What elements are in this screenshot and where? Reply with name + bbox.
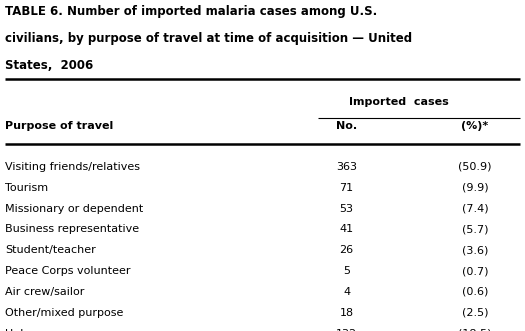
Text: Missionary or dependent: Missionary or dependent [5, 204, 143, 213]
Text: 18: 18 [340, 308, 353, 318]
Text: TABLE 6. Number of imported malaria cases among U.S.: TABLE 6. Number of imported malaria case… [5, 5, 377, 18]
Text: Air crew/sailor: Air crew/sailor [5, 287, 85, 297]
Text: Tourism: Tourism [5, 183, 48, 193]
Text: 53: 53 [340, 204, 353, 213]
Text: (7.4): (7.4) [462, 204, 488, 213]
Text: (9.9): (9.9) [462, 183, 488, 193]
Text: 5: 5 [343, 266, 350, 276]
Text: 26: 26 [340, 245, 353, 255]
Text: No.: No. [336, 121, 357, 131]
Text: Unknown: Unknown [5, 329, 57, 331]
Text: 41: 41 [340, 224, 353, 234]
Text: Purpose of travel: Purpose of travel [5, 121, 113, 131]
Text: 132: 132 [336, 329, 357, 331]
Text: (3.6): (3.6) [462, 245, 488, 255]
Text: (%)*: (%)* [461, 121, 489, 131]
Text: Student/teacher: Student/teacher [5, 245, 96, 255]
Text: (18.5): (18.5) [458, 329, 492, 331]
Text: Imported  cases: Imported cases [349, 97, 449, 107]
Text: 4: 4 [343, 287, 350, 297]
Text: (50.9): (50.9) [458, 162, 492, 172]
Text: (0.6): (0.6) [462, 287, 488, 297]
Text: (0.7): (0.7) [462, 266, 488, 276]
Text: 363: 363 [336, 162, 357, 172]
Text: Business representative: Business representative [5, 224, 139, 234]
Text: Visiting friends/relatives: Visiting friends/relatives [5, 162, 140, 172]
Text: (5.7): (5.7) [462, 224, 488, 234]
Text: Peace Corps volunteer: Peace Corps volunteer [5, 266, 131, 276]
Text: (2.5): (2.5) [462, 308, 488, 318]
Text: States,  2006: States, 2006 [5, 59, 93, 72]
Text: Other/mixed purpose: Other/mixed purpose [5, 308, 123, 318]
Text: 71: 71 [340, 183, 353, 193]
Text: civilians, by purpose of travel at time of acquisition — United: civilians, by purpose of travel at time … [5, 32, 412, 45]
